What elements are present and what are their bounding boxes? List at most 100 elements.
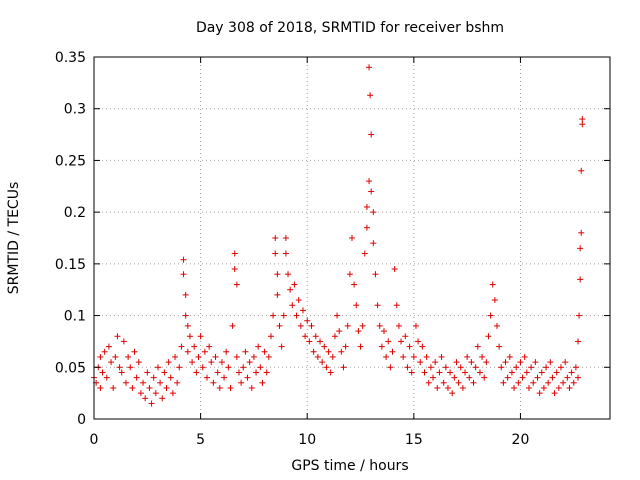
data-point [308, 322, 315, 329]
data-point [338, 348, 345, 355]
data-point [314, 353, 321, 360]
data-point [110, 384, 117, 391]
data-point [511, 384, 518, 391]
data-point [504, 374, 511, 381]
data-point [513, 364, 520, 371]
data-point [127, 364, 134, 371]
data-point [451, 374, 458, 381]
data-point [455, 379, 462, 386]
data-point [310, 348, 317, 355]
data-point [272, 235, 279, 241]
data-point [432, 359, 439, 366]
data-point [481, 374, 488, 381]
data-point [534, 374, 541, 381]
data-point [410, 353, 417, 360]
data-point [208, 359, 215, 366]
data-point [329, 353, 336, 360]
data-point [125, 353, 132, 360]
data-point [321, 343, 328, 350]
data-point [289, 302, 296, 309]
data-point [263, 369, 270, 376]
data-point [193, 369, 200, 376]
data-point [267, 333, 274, 340]
data-point [291, 281, 298, 288]
data-point [415, 338, 422, 345]
data-point [231, 266, 238, 273]
data-point [442, 364, 449, 371]
data-point [474, 343, 481, 350]
data-point [547, 359, 554, 366]
data-point [519, 374, 526, 381]
data-point [470, 379, 477, 386]
y-tick-label: 0.1 [64, 309, 86, 325]
data-point [157, 379, 164, 386]
data-point [233, 353, 240, 360]
data-point [383, 353, 390, 360]
data-point [184, 322, 191, 329]
y-tick-label: 0.15 [55, 257, 86, 273]
data-point [476, 369, 483, 376]
data-point [430, 374, 437, 381]
data-point [408, 369, 415, 376]
data-point [227, 384, 234, 391]
data-point [204, 374, 211, 381]
data-point [97, 353, 104, 360]
data-point [419, 343, 426, 350]
data-point [555, 384, 562, 391]
data-point [525, 384, 532, 391]
data-point [372, 271, 379, 278]
data-point [553, 369, 560, 376]
data-point [312, 333, 319, 340]
data-point [491, 297, 498, 304]
data-point [319, 359, 326, 366]
data-point [412, 322, 419, 329]
data-point [293, 312, 300, 319]
data-point [223, 348, 230, 355]
data-point [366, 178, 373, 185]
data-point [229, 322, 236, 329]
data-point [417, 359, 424, 366]
data-point [197, 333, 204, 340]
data-point [114, 333, 121, 340]
data-point [180, 271, 187, 278]
data-point [568, 369, 575, 376]
data-point [577, 276, 584, 283]
data-points [91, 64, 586, 407]
data-point [218, 359, 225, 366]
data-point [395, 322, 402, 329]
data-point [508, 369, 515, 376]
y-tick-label: 0 [77, 412, 86, 428]
data-point [496, 343, 503, 350]
y-tick-label: 0.05 [55, 360, 86, 376]
data-point [506, 353, 513, 360]
data-point [148, 400, 155, 407]
y-tick-label: 0.25 [55, 153, 86, 169]
data-point [523, 369, 530, 376]
data-point [165, 359, 172, 366]
data-point [551, 390, 558, 397]
data-point [376, 322, 383, 329]
data-point [359, 322, 366, 329]
data-point [178, 343, 185, 350]
data-point [161, 369, 168, 376]
data-point [351, 281, 358, 288]
data-point [434, 384, 441, 391]
data-point [238, 379, 245, 386]
data-point [189, 359, 196, 366]
data-point [557, 364, 564, 371]
data-point [101, 348, 108, 355]
data-point [423, 353, 430, 360]
data-point [163, 384, 170, 391]
data-point [538, 369, 545, 376]
data-point [131, 348, 138, 355]
data-point [449, 390, 456, 397]
data-point [370, 240, 377, 247]
data-point [225, 364, 232, 371]
data-point [282, 235, 289, 241]
data-point [186, 333, 193, 340]
data-point [357, 343, 364, 350]
data-point [579, 121, 586, 128]
data-point [295, 297, 302, 304]
grid-lines [94, 57, 610, 419]
